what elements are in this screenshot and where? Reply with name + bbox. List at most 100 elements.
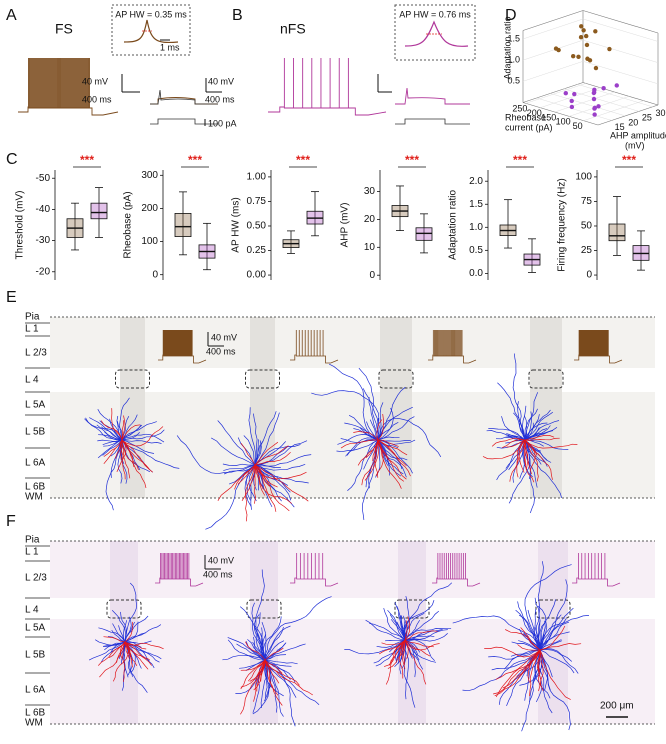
neurite — [254, 445, 289, 466]
neurite — [261, 621, 267, 661]
trace — [150, 89, 218, 105]
trace — [404, 20, 469, 47]
label: L 6B — [25, 482, 46, 493]
label: L 6B — [25, 708, 46, 719]
point — [584, 42, 590, 48]
label: F — [6, 513, 16, 530]
l4-box — [106, 599, 142, 619]
label: 0 — [152, 269, 158, 280]
neurite — [248, 464, 257, 502]
label: B — [232, 7, 243, 24]
neurite — [361, 439, 379, 520]
label: E — [6, 289, 17, 306]
neurite — [524, 437, 560, 441]
neurite — [121, 424, 141, 441]
neurite — [98, 434, 123, 441]
neurite — [383, 608, 406, 641]
line — [583, 100, 644, 121]
neurite — [264, 640, 285, 661]
neurite — [524, 435, 555, 441]
l4-box — [245, 369, 280, 389]
neurite — [357, 439, 379, 466]
neurite — [365, 619, 406, 641]
line — [554, 91, 615, 113]
neurite — [227, 639, 266, 661]
point — [563, 91, 568, 96]
neurite — [248, 407, 256, 466]
label: 1.00 — [247, 172, 267, 183]
neurite — [223, 464, 256, 475]
neurite — [111, 408, 123, 441]
l4-box — [246, 599, 282, 619]
neurite — [124, 616, 132, 643]
neurite — [245, 659, 266, 671]
neurite — [539, 625, 566, 651]
label: 50 — [581, 221, 593, 232]
neurite — [112, 623, 126, 643]
neurite — [176, 435, 256, 475]
point — [593, 29, 598, 34]
neurite — [264, 596, 332, 661]
neurite — [521, 649, 541, 732]
point — [569, 98, 574, 104]
line — [522, 39, 584, 61]
neurite — [537, 649, 544, 691]
point — [596, 104, 601, 109]
neurite — [389, 639, 406, 666]
neurite — [537, 561, 544, 651]
neurite — [239, 606, 266, 661]
line — [582, 18, 659, 42]
label: 0.00 — [247, 270, 267, 281]
label: C — [6, 151, 18, 168]
label: Adaptation ratio — [448, 190, 459, 260]
label: 75 — [581, 196, 593, 207]
neurite — [121, 439, 139, 471]
neurite — [98, 641, 126, 666]
label: 1 ms — [160, 42, 180, 52]
label: 15 — [615, 122, 625, 132]
point — [592, 106, 597, 111]
l4-box — [115, 369, 150, 389]
neurite — [517, 644, 541, 651]
line — [582, 39, 659, 63]
neurite — [255, 569, 266, 661]
neurite — [254, 464, 278, 488]
neurite — [254, 464, 273, 508]
point — [578, 35, 584, 40]
neurite — [254, 464, 281, 468]
neurite — [509, 439, 526, 482]
label: 100 — [556, 117, 571, 127]
label: *** — [80, 153, 94, 167]
neurite — [501, 439, 526, 449]
label: L 1 — [25, 547, 39, 558]
line — [597, 104, 659, 126]
neurite — [234, 464, 256, 490]
label: 300 — [141, 170, 158, 181]
neurite — [121, 416, 130, 441]
neurite — [103, 439, 123, 447]
trace — [572, 553, 621, 587]
neurite — [495, 649, 541, 698]
neurite — [401, 639, 406, 670]
label: (mV) — [625, 140, 645, 150]
neurite — [381, 639, 406, 646]
line — [540, 87, 601, 108]
label: 1.5 — [507, 33, 520, 43]
neurite — [377, 439, 405, 482]
label: 250 — [512, 104, 527, 114]
line — [522, 18, 584, 40]
neurite — [404, 639, 427, 685]
neurite — [404, 633, 448, 642]
neurite — [252, 659, 270, 715]
neurite — [523, 439, 527, 465]
label: 1.0 — [507, 55, 520, 65]
neurite — [124, 624, 162, 643]
neurite — [114, 439, 123, 459]
trace — [574, 330, 623, 364]
trace — [158, 330, 207, 364]
label: Pia — [25, 312, 40, 323]
label: 0.0 — [469, 268, 483, 279]
neurite — [403, 639, 406, 665]
label: 400 ms — [205, 94, 235, 104]
box — [174, 213, 192, 237]
